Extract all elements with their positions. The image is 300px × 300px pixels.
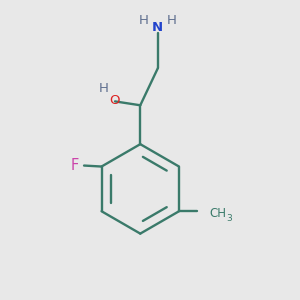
Text: O: O [110,94,120,107]
Text: F: F [70,158,78,173]
Text: CH: CH [209,207,226,220]
Text: H: H [98,82,108,95]
Text: N: N [152,21,163,34]
Text: H: H [167,14,176,27]
Text: 3: 3 [226,214,232,223]
Text: H: H [139,14,149,27]
